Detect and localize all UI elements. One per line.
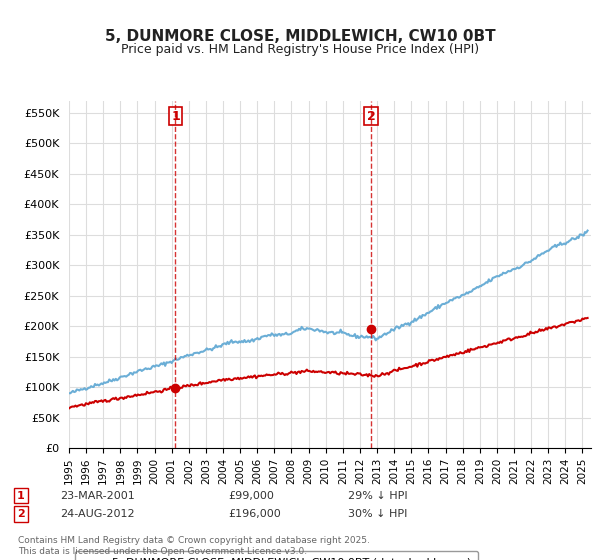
- Text: Price paid vs. HM Land Registry's House Price Index (HPI): Price paid vs. HM Land Registry's House …: [121, 43, 479, 56]
- Text: £196,000: £196,000: [228, 509, 281, 519]
- Text: 1: 1: [17, 491, 25, 501]
- Text: 29% ↓ HPI: 29% ↓ HPI: [348, 491, 407, 501]
- Text: 2: 2: [17, 509, 25, 519]
- Text: Contains HM Land Registry data © Crown copyright and database right 2025.
This d: Contains HM Land Registry data © Crown c…: [18, 536, 370, 556]
- Text: 24-AUG-2012: 24-AUG-2012: [60, 509, 134, 519]
- Text: 30% ↓ HPI: 30% ↓ HPI: [348, 509, 407, 519]
- Text: 1: 1: [171, 110, 180, 123]
- Legend: 5, DUNMORE CLOSE, MIDDLEWICH, CW10 0BT (detached house), HPI: Average price, det: 5, DUNMORE CLOSE, MIDDLEWICH, CW10 0BT (…: [74, 551, 478, 560]
- Text: 2: 2: [367, 110, 376, 123]
- Text: 5, DUNMORE CLOSE, MIDDLEWICH, CW10 0BT: 5, DUNMORE CLOSE, MIDDLEWICH, CW10 0BT: [104, 29, 496, 44]
- Text: 23-MAR-2001: 23-MAR-2001: [60, 491, 135, 501]
- Text: £99,000: £99,000: [228, 491, 274, 501]
